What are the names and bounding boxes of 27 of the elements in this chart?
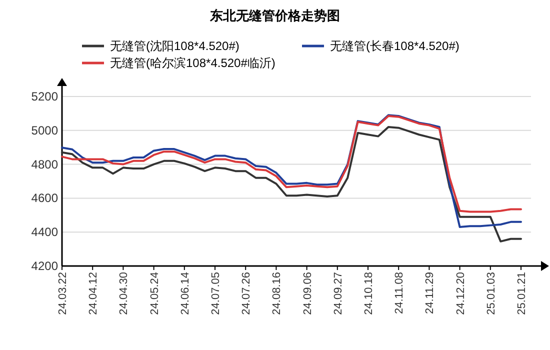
x-tick-label: 24.12.20 [454, 272, 467, 315]
x-tick-label: 24.04.30 [118, 272, 130, 315]
y-tick-label: 4600 [31, 191, 58, 206]
x-tick-label: 24.08.16 [271, 272, 284, 315]
y-tick-label: 4400 [31, 225, 58, 240]
chart-title: 东北无缝管价格走势图 [209, 8, 340, 23]
legend-label: 无缝管(长春108*4.520#) [330, 39, 460, 53]
x-tick-label: 24.05.24 [148, 272, 161, 315]
y-tick-label: 5000 [31, 123, 58, 138]
y-tick-label: 4800 [31, 157, 58, 172]
x-tick-label: 25.01.03 [485, 272, 498, 315]
legend-label: 无缝管(沈阳108*4.520#) [110, 39, 240, 53]
line-series [61, 126, 522, 242]
legend-label: 无缝管(哈尔滨108*4.520#临沂) [110, 56, 276, 70]
x-tick-label: 24.04.12 [88, 272, 100, 315]
x-tick-label: 24.09.06 [302, 272, 314, 315]
x-tick-label: 24.11.29 [424, 272, 436, 314]
y-tick-label: 4200 [31, 259, 58, 273]
x-tick-label: 24.10.18 [363, 272, 375, 315]
x-tick-label: 24.11.08 [394, 272, 406, 314]
x-tick-label: 24.06.14 [179, 272, 192, 315]
x-tick-label: 24.03.22 [57, 272, 69, 315]
x-tick-label: 24.09.27 [332, 272, 344, 315]
y-tick-label: 5200 [31, 89, 58, 104]
x-tick-label: 24.07.05 [210, 272, 222, 315]
x-tick-label: 24.07.26 [240, 272, 253, 315]
x-tick-label: 25.01.21 [516, 272, 528, 315]
